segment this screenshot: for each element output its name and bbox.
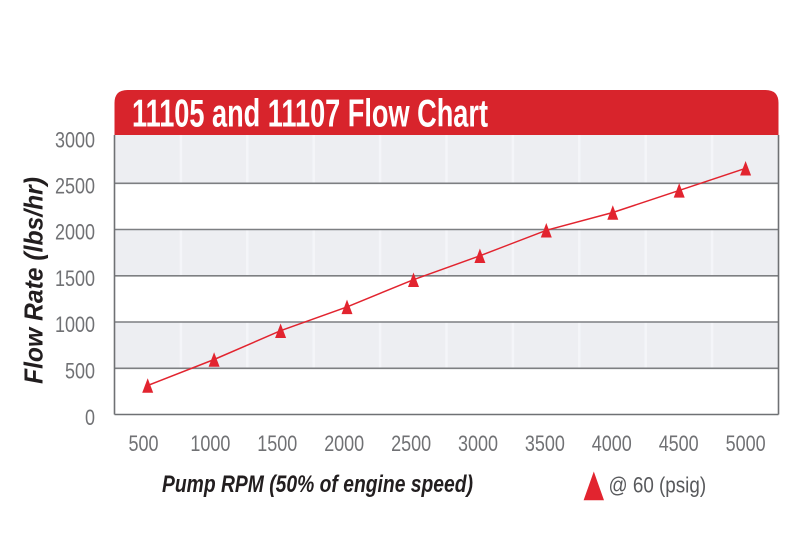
svg-text:2500: 2500 <box>391 431 431 456</box>
svg-text:0: 0 <box>85 405 95 430</box>
svg-text:4000: 4000 <box>592 431 632 456</box>
svg-text:@ 60 (psig): @ 60 (psig) <box>609 472 707 497</box>
svg-text:1500: 1500 <box>55 266 95 291</box>
svg-text:3000: 3000 <box>55 128 95 153</box>
svg-text:1500: 1500 <box>257 431 297 456</box>
svg-text:11105 and 11107 Flow Chart: 11105 and 11107 Flow Chart <box>132 93 488 136</box>
svg-text:4500: 4500 <box>659 431 699 456</box>
svg-text:2000: 2000 <box>324 431 364 456</box>
svg-text:3000: 3000 <box>458 431 498 456</box>
svg-text:1000: 1000 <box>190 431 230 456</box>
svg-text:2000: 2000 <box>55 220 95 245</box>
svg-text:5000: 5000 <box>726 431 766 456</box>
svg-text:2500: 2500 <box>55 174 95 199</box>
svg-text:500: 500 <box>65 358 95 383</box>
svg-text:Flow Rate (lbs/hr): Flow Rate (lbs/hr) <box>19 177 49 384</box>
svg-text:500: 500 <box>129 431 159 456</box>
svg-text:Pump RPM (50% of engine speed): Pump RPM (50% of engine speed) <box>162 471 473 498</box>
svg-text:3500: 3500 <box>525 431 565 456</box>
svg-text:1000: 1000 <box>55 312 95 337</box>
